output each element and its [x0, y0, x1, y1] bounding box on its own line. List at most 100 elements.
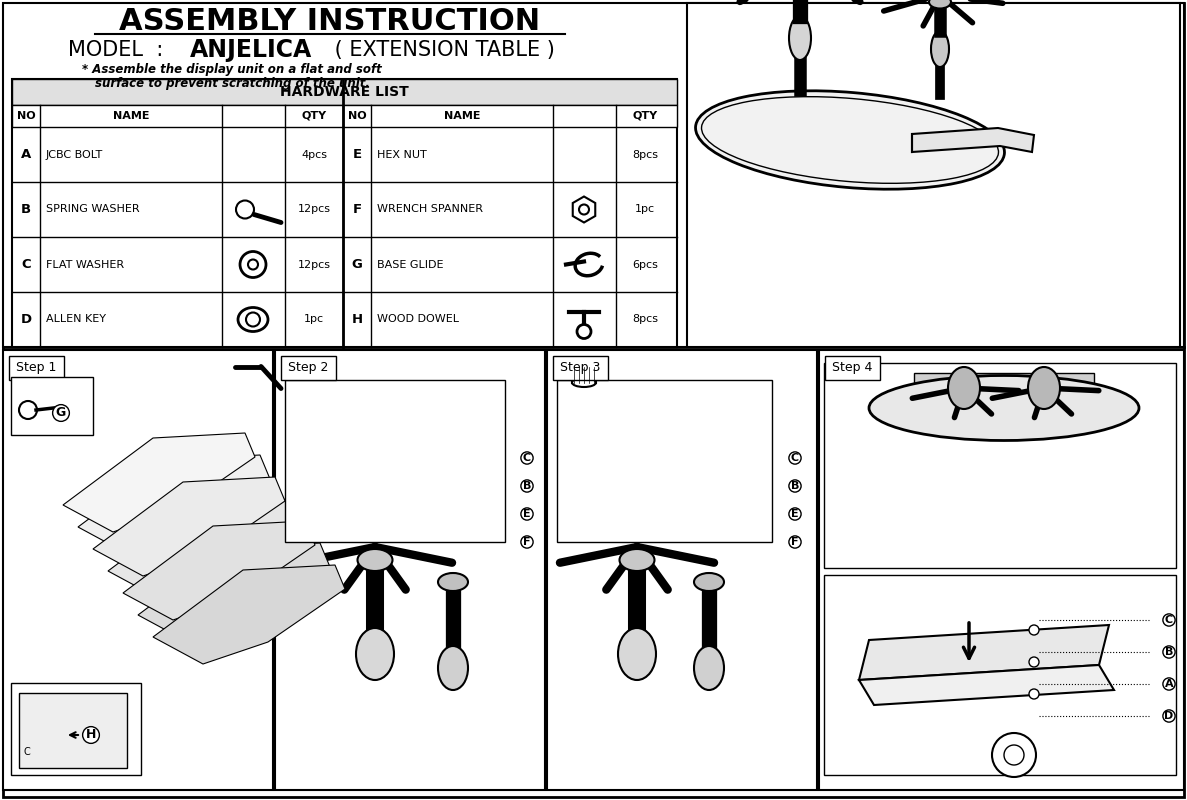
Text: Step 3: Step 3 — [560, 362, 601, 374]
Text: B: B — [21, 203, 31, 216]
Text: MODEL  :: MODEL : — [68, 40, 177, 60]
Text: NO: NO — [348, 111, 367, 121]
Text: 12pcs: 12pcs — [298, 259, 330, 270]
Circle shape — [248, 259, 258, 270]
Text: 12pcs: 12pcs — [298, 205, 330, 214]
Text: HARDWARE LIST: HARDWARE LIST — [280, 85, 408, 99]
Text: 8pcs: 8pcs — [631, 314, 658, 325]
Text: QTY: QTY — [301, 111, 326, 121]
Polygon shape — [78, 455, 269, 554]
Text: F: F — [792, 537, 799, 547]
Text: C: C — [21, 258, 31, 271]
Ellipse shape — [572, 362, 596, 371]
Text: 1pc: 1pc — [304, 314, 324, 325]
Text: C: C — [791, 453, 799, 463]
Text: C: C — [523, 453, 531, 463]
Bar — [12, 105, 677, 127]
Text: SPRING WASHER: SPRING WASHER — [46, 205, 140, 214]
Polygon shape — [123, 521, 315, 620]
Bar — [9, 356, 64, 380]
Text: WRENCH SPANNER: WRENCH SPANNER — [377, 205, 483, 214]
Text: Step 4: Step 4 — [832, 362, 872, 374]
Text: NO: NO — [17, 111, 36, 121]
Text: B: B — [791, 481, 799, 491]
Polygon shape — [63, 433, 255, 532]
Text: QTY: QTY — [633, 111, 658, 121]
Text: NAME: NAME — [444, 111, 481, 121]
Text: WOOD DOWEL: WOOD DOWEL — [377, 314, 459, 325]
Text: D: D — [20, 313, 32, 326]
Polygon shape — [912, 128, 1034, 152]
Polygon shape — [153, 565, 345, 664]
Text: 1pc: 1pc — [635, 205, 655, 214]
Bar — [547, 350, 817, 790]
Polygon shape — [859, 625, 1109, 680]
Circle shape — [1029, 657, 1039, 667]
Circle shape — [1004, 745, 1024, 765]
Text: 6pcs: 6pcs — [631, 259, 658, 270]
Text: F: F — [523, 537, 531, 547]
Ellipse shape — [1028, 367, 1060, 409]
Ellipse shape — [438, 573, 468, 591]
Ellipse shape — [694, 646, 724, 690]
Bar — [4, 3, 1183, 347]
Text: ASSEMBLY INSTRUCTION: ASSEMBLY INSTRUCTION — [120, 7, 540, 37]
Ellipse shape — [696, 90, 1004, 190]
Text: B: B — [1164, 647, 1173, 657]
Text: NAME: NAME — [113, 111, 150, 121]
Bar — [12, 79, 677, 347]
Bar — [11, 377, 93, 435]
Text: D: D — [1164, 711, 1174, 721]
Bar — [914, 373, 1094, 398]
Bar — [4, 350, 273, 790]
Circle shape — [1029, 689, 1039, 699]
Text: E: E — [792, 509, 799, 519]
Text: JCBC BOLT: JCBC BOLT — [46, 150, 103, 159]
Ellipse shape — [357, 549, 393, 571]
Bar — [819, 350, 1183, 790]
Text: 4pcs: 4pcs — [301, 150, 326, 159]
Ellipse shape — [618, 628, 656, 680]
Text: A: A — [21, 148, 31, 161]
Ellipse shape — [356, 628, 394, 680]
Text: F: F — [353, 203, 362, 216]
Bar — [824, 575, 1176, 775]
Text: C: C — [1164, 615, 1173, 625]
Polygon shape — [138, 543, 330, 642]
Text: * Assemble the display unit on a flat and soft: * Assemble the display unit on a flat an… — [82, 63, 382, 77]
Text: E: E — [353, 148, 362, 161]
Text: H: H — [85, 729, 96, 742]
Ellipse shape — [694, 573, 724, 591]
Bar — [275, 350, 545, 790]
Bar — [553, 356, 608, 380]
Bar — [12, 79, 677, 105]
Text: G: G — [351, 258, 362, 271]
Circle shape — [246, 313, 260, 326]
Ellipse shape — [438, 646, 468, 690]
Text: BASE GLIDE: BASE GLIDE — [377, 259, 444, 270]
Text: surface to prevent scratching of the unit.: surface to prevent scratching of the uni… — [95, 78, 370, 90]
Bar — [687, 3, 1180, 347]
Polygon shape — [93, 477, 285, 576]
Circle shape — [579, 205, 589, 214]
Text: HEX NUT: HEX NUT — [377, 150, 427, 159]
Ellipse shape — [869, 375, 1140, 441]
Text: Step 2: Step 2 — [287, 362, 328, 374]
Text: A: A — [1164, 679, 1173, 689]
Bar — [557, 380, 772, 542]
Bar — [824, 363, 1176, 568]
Ellipse shape — [239, 307, 268, 331]
Bar — [281, 356, 336, 380]
Text: ALLEN KEY: ALLEN KEY — [46, 314, 106, 325]
Text: C: C — [24, 747, 31, 757]
Circle shape — [1029, 625, 1039, 635]
Ellipse shape — [789, 16, 811, 60]
Text: B: B — [522, 481, 532, 491]
Text: Step 1: Step 1 — [15, 362, 56, 374]
Ellipse shape — [948, 367, 980, 409]
Text: ( EXTENSION TABLE ): ( EXTENSION TABLE ) — [328, 40, 554, 60]
Circle shape — [992, 733, 1036, 777]
Polygon shape — [108, 499, 300, 598]
Ellipse shape — [572, 378, 596, 387]
Text: E: E — [523, 509, 531, 519]
